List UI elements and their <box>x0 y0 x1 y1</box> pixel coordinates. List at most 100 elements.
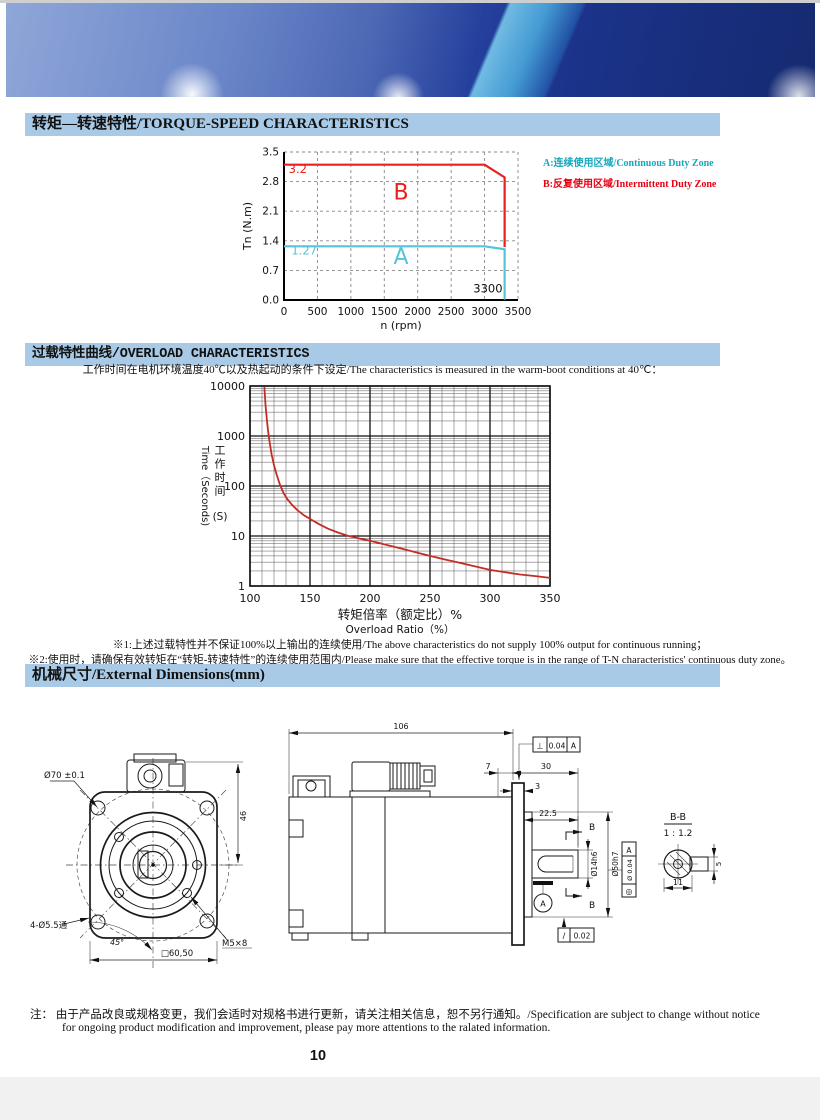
footer-note-line2: for ongoing product modification and imp… <box>62 1022 551 1034</box>
x-tick: 3500 <box>505 306 532 318</box>
motor-body <box>288 796 513 934</box>
annotation-3.2: 3.2 <box>289 162 307 176</box>
y-tick: 3.5 <box>262 147 279 159</box>
holes-label: 4-Ø5.5通 <box>30 920 68 931</box>
x-tick: 250 <box>420 592 441 605</box>
legend-intermittent-zone: B:反复使用区域/Intermittent Duty Zone <box>543 179 717 190</box>
annotation-3300: 3300 <box>473 281 502 295</box>
y-tick: 1.4 <box>262 235 279 247</box>
x-tick: 1500 <box>371 306 398 318</box>
runout-tol-label: 0.02 <box>574 932 591 941</box>
motor-body-circle <box>99 811 207 919</box>
x-tick: 1000 <box>337 306 364 318</box>
y-axis-title-zh: 作 <box>215 458 226 471</box>
conc-tol-label: Ø 0.04 <box>626 859 634 881</box>
overload-frame <box>249 385 551 587</box>
x-tick: 350 <box>540 592 561 605</box>
page-bottom-margin <box>0 1077 820 1120</box>
overload-test-condition: 工作时间在电机环境温度40℃以及热起动的条件下设定/The characteri… <box>82 364 663 376</box>
dim-7-label: 7 <box>485 762 490 771</box>
footer-note-label: 注： <box>30 1009 53 1021</box>
side-view: A 106 7 30 3 22.5 B B Ø14h6 <box>288 722 637 946</box>
y-axis-title-zh: 时 <box>215 471 226 484</box>
conc-datum-label: A <box>626 846 632 855</box>
y-tick: 2.8 <box>262 176 279 188</box>
perpendicularity-tolerance-frame: ⊥ 0.04 A <box>516 736 581 780</box>
x-tick: 0 <box>281 306 288 318</box>
thread-label: M5×8 <box>222 939 247 949</box>
encoder-connector <box>292 775 331 798</box>
dim-22-5-label: 22.5 <box>539 809 557 818</box>
shaft-section-circle <box>663 849 693 879</box>
keyway-front <box>137 850 149 879</box>
x-axis-title-zh: 转矩倍率（额定比）% <box>338 607 463 622</box>
overload-curve <box>263 387 551 579</box>
y-axis-title-zh: 工 <box>215 444 226 457</box>
y-tick: 1 <box>238 580 245 593</box>
y-tick: 10 <box>231 530 245 543</box>
key <box>533 881 553 885</box>
torque-axes <box>283 152 518 301</box>
torque-axis-labels: 0 500 1000 1500 2000 2500 3000 3500 0.0 0.7 1.4 2.1… <box>241 147 531 333</box>
y-axis-title-en: Time（Seconds) <box>199 445 211 526</box>
front-view: 46 Ø70 ±0.1 4-Ø5.5通 45° □60,50 M5×8 <box>30 753 252 968</box>
keyway-section <box>689 856 709 872</box>
x-tick: 300 <box>480 592 501 605</box>
spigot-circle <box>119 831 187 899</box>
section-title-dimensions: 机械尺寸/External Dimensions(mm) <box>32 667 265 683</box>
shaft-dia-label: Ø14h6 <box>590 851 599 876</box>
footer-note-line1: 注： 由于产品改良或规格变更，我们会适时对规格书进行更新，请关注相关信息，恕不另… <box>30 1006 760 1022</box>
concentricity-icon: ◎ <box>626 887 633 896</box>
page-number: 10 <box>309 1048 327 1064</box>
overload-labels: 100 150 200 250 300 350 1 10 100 1000 10000 转矩倍率（额定… <box>199 380 561 636</box>
banner-image <box>6 3 815 97</box>
page-top-edge <box>0 0 820 3</box>
y-tick: 10000 <box>210 380 245 393</box>
concentricity-tolerance-frame: A Ø 0.04 ◎ <box>608 841 637 898</box>
key-5-label: 5 <box>715 862 723 866</box>
mechanical-drawings: 46 Ø70 ±0.1 4-Ø5.5通 45° □60,50 M5×8 <box>30 722 723 968</box>
datum-a-label: A <box>540 900 546 909</box>
y-axis-title: Tn (N.m) <box>241 202 254 251</box>
y-tick: 100 <box>224 480 245 493</box>
x-tick: 3000 <box>471 306 498 318</box>
y-axis-unit: (S) <box>213 511 228 523</box>
y-tick: 2.1 <box>262 206 279 218</box>
perp-datum-label: A <box>571 742 577 751</box>
dim-30-label: 30 <box>541 762 551 771</box>
section-header-overload: 过载特性曲线/OVERLOAD CHARACTERISTICS <box>25 343 720 366</box>
mounting-holes <box>90 800 215 930</box>
tapped-holes <box>114 832 202 898</box>
annotation-B: B <box>393 180 408 205</box>
x-tick: 2500 <box>438 306 465 318</box>
section-bb-scale: 1 : 1.2 <box>664 829 693 839</box>
shaft <box>531 849 579 879</box>
torque-grid <box>284 151 519 300</box>
perp-tol-label: 0.04 <box>549 742 566 751</box>
connector-front <box>126 753 186 793</box>
legend-continuous-zone: A:连续使用区域/Continuous Duty Zone <box>543 158 714 169</box>
x-tick: 2000 <box>404 306 431 318</box>
y-axis-title-zh: 间 <box>215 485 226 498</box>
y-tick: 0.0 <box>262 295 279 307</box>
power-connector <box>349 761 436 798</box>
torque-annotations: 3.2 1.27 B A 3300 <box>289 162 503 295</box>
bolt-circle-label: Ø70 ±0.1 <box>44 770 85 781</box>
x-axis-title-en: Overload Ratio（%） <box>346 624 455 636</box>
dim-3-label: 3 <box>535 782 540 791</box>
section-b-top-label: B <box>589 823 595 833</box>
section-title-torque: 转矩—转速特性/TORQUE-SPEED CHARACTERISTICS <box>32 116 409 132</box>
perpendicularity-icon: ⊥ <box>537 742 544 751</box>
shaft-circle <box>138 850 168 880</box>
torque-series <box>284 163 506 300</box>
overload-note-1: ※1:上述过载特性并不保证100%以上输出的连续使用/The above cha… <box>112 639 708 651</box>
spigot-dia-label: Ø50h7 <box>611 851 620 876</box>
x-tick: 200 <box>360 592 381 605</box>
section-header-torque: 转矩—转速特性/TORQUE-SPEED CHARACTERISTICS <box>25 113 720 136</box>
flange-plate <box>511 782 525 946</box>
y-tick: 1000 <box>217 430 245 443</box>
x-tick: 100 <box>240 592 261 605</box>
spigot-boss <box>523 811 533 918</box>
section-header-dimensions: 机械尺寸/External Dimensions(mm) <box>25 664 720 687</box>
